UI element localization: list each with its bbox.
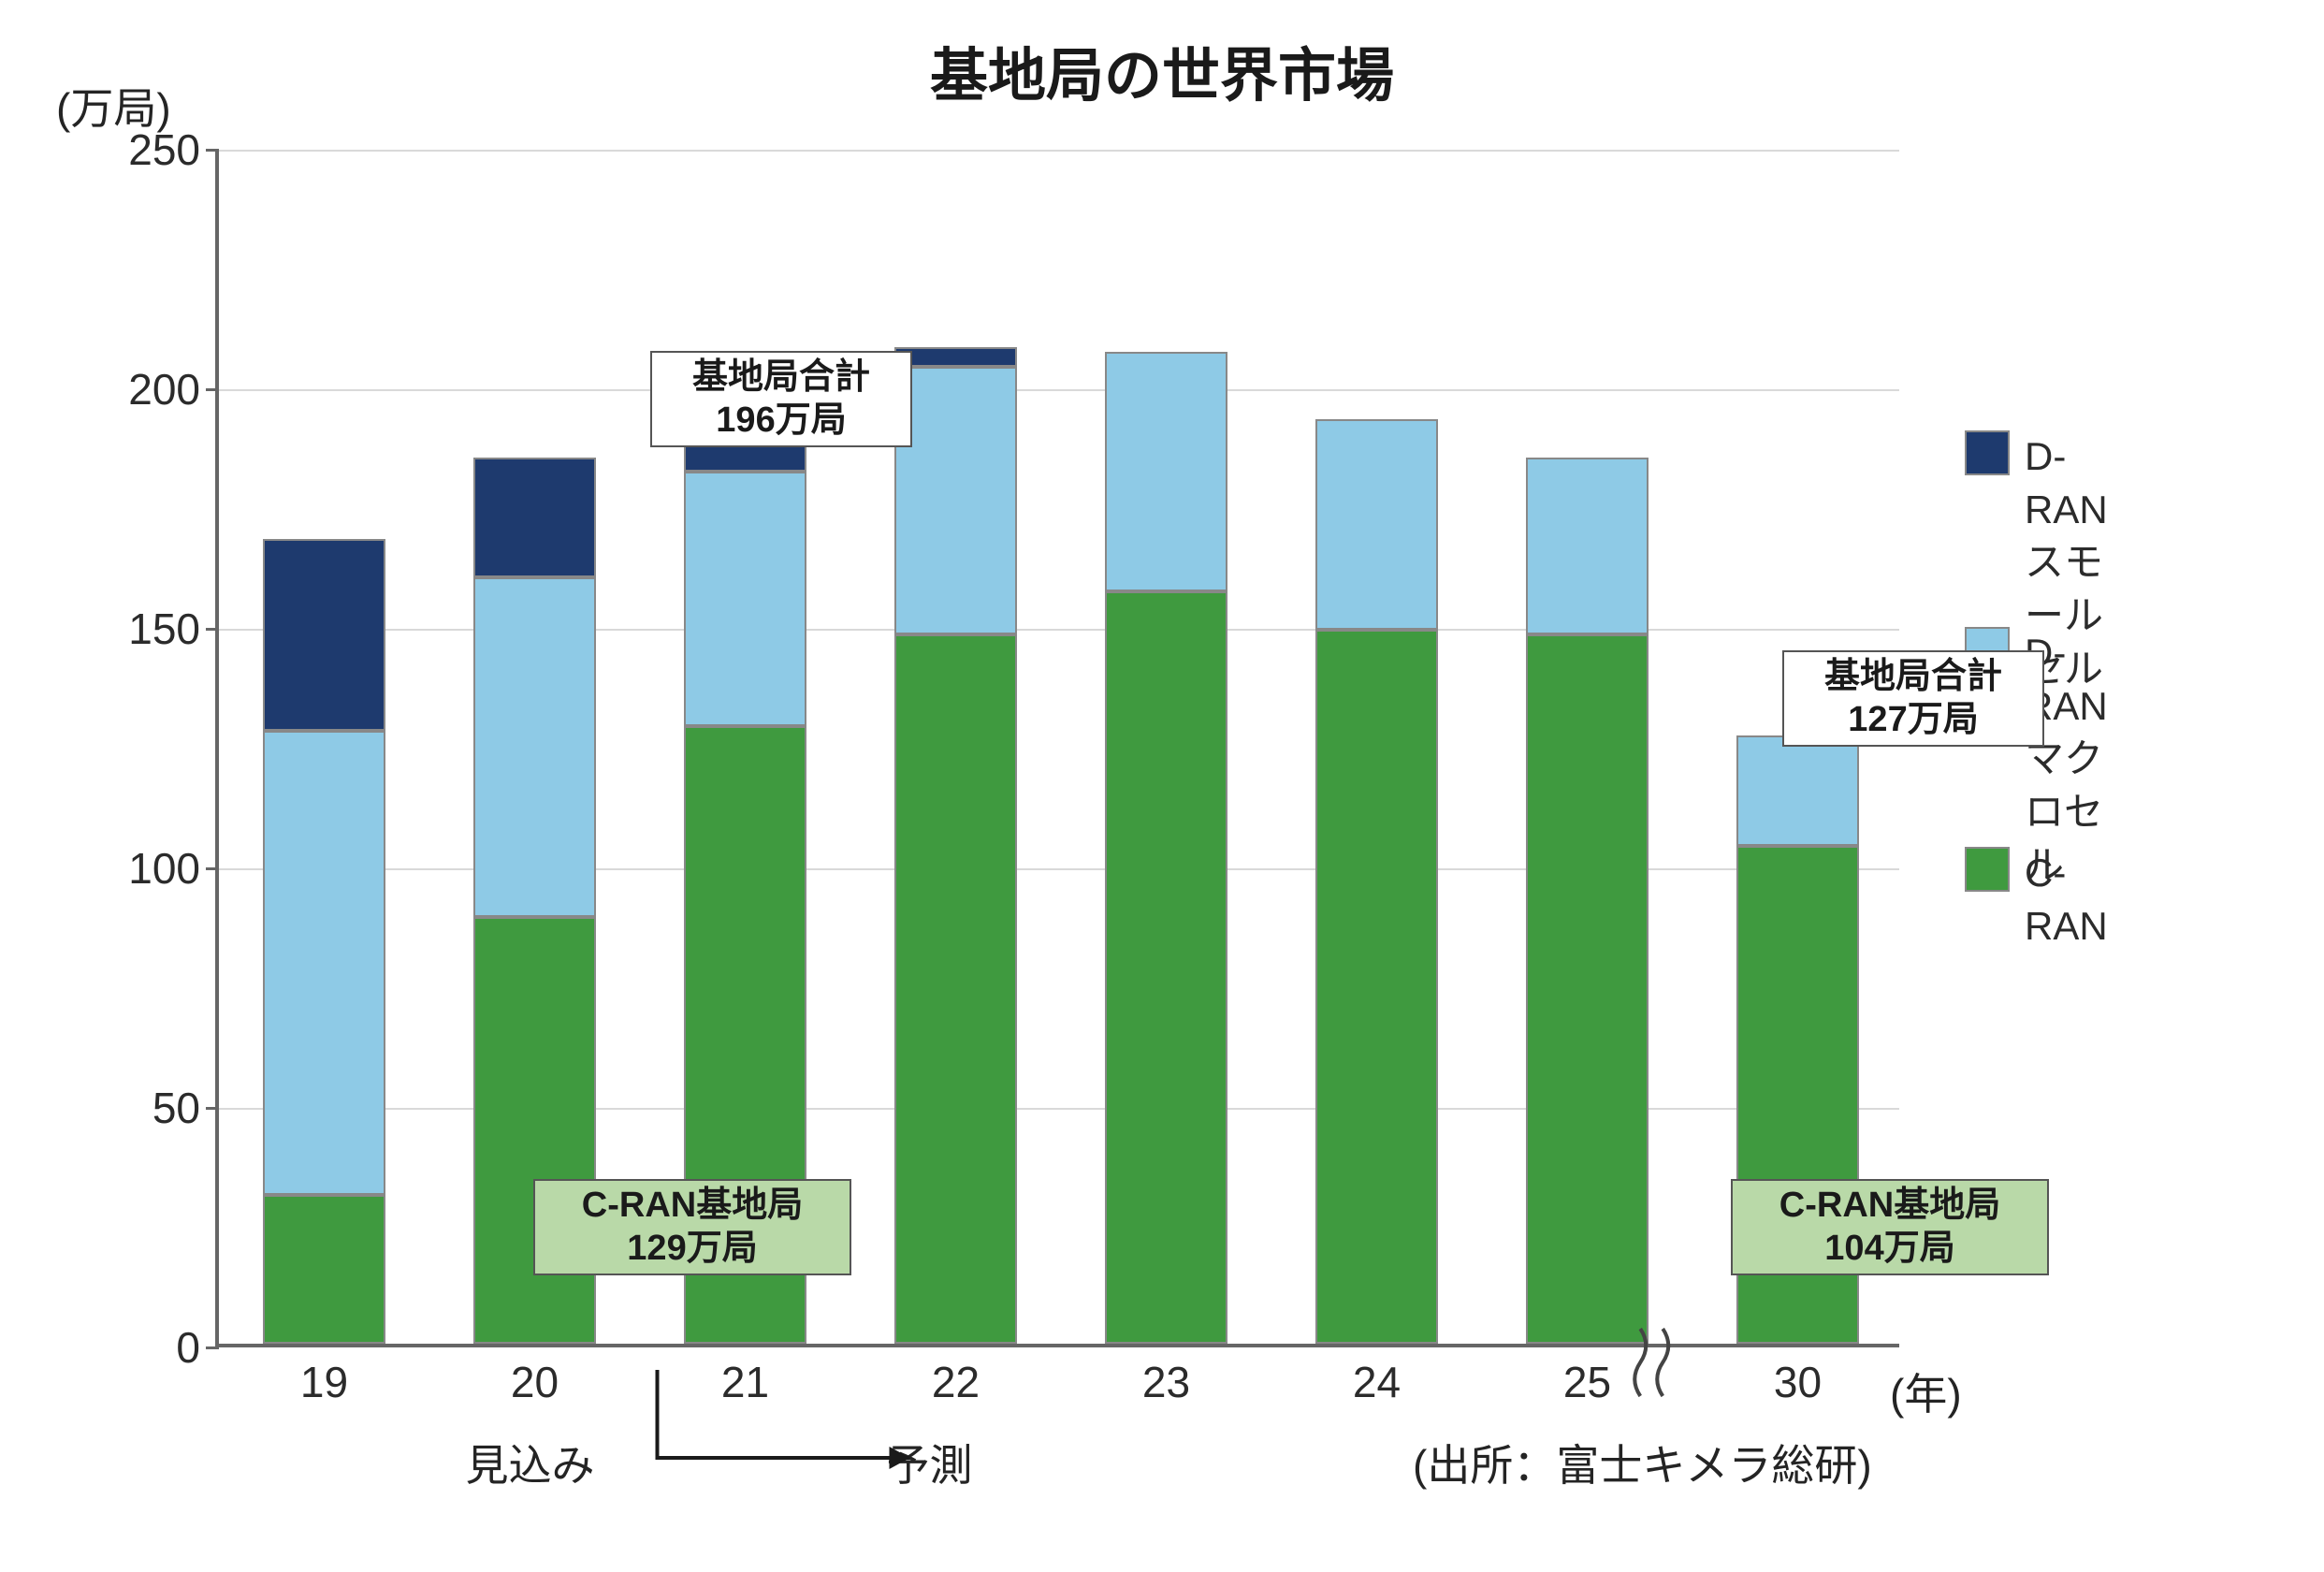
callout-total: 基地局合計 127万局	[1782, 650, 2044, 747]
chart-container: 基地局の世界市場 (万局) 05010015020025019202122232…	[28, 28, 2296, 1544]
axis-break-icon	[28, 28, 2296, 1544]
callout-cran: C-RAN基地局 104万局	[1731, 1179, 2049, 1275]
callout-total: 基地局合計 196万局	[650, 351, 912, 447]
callout-cran: C-RAN基地局 129万局	[533, 1179, 851, 1275]
